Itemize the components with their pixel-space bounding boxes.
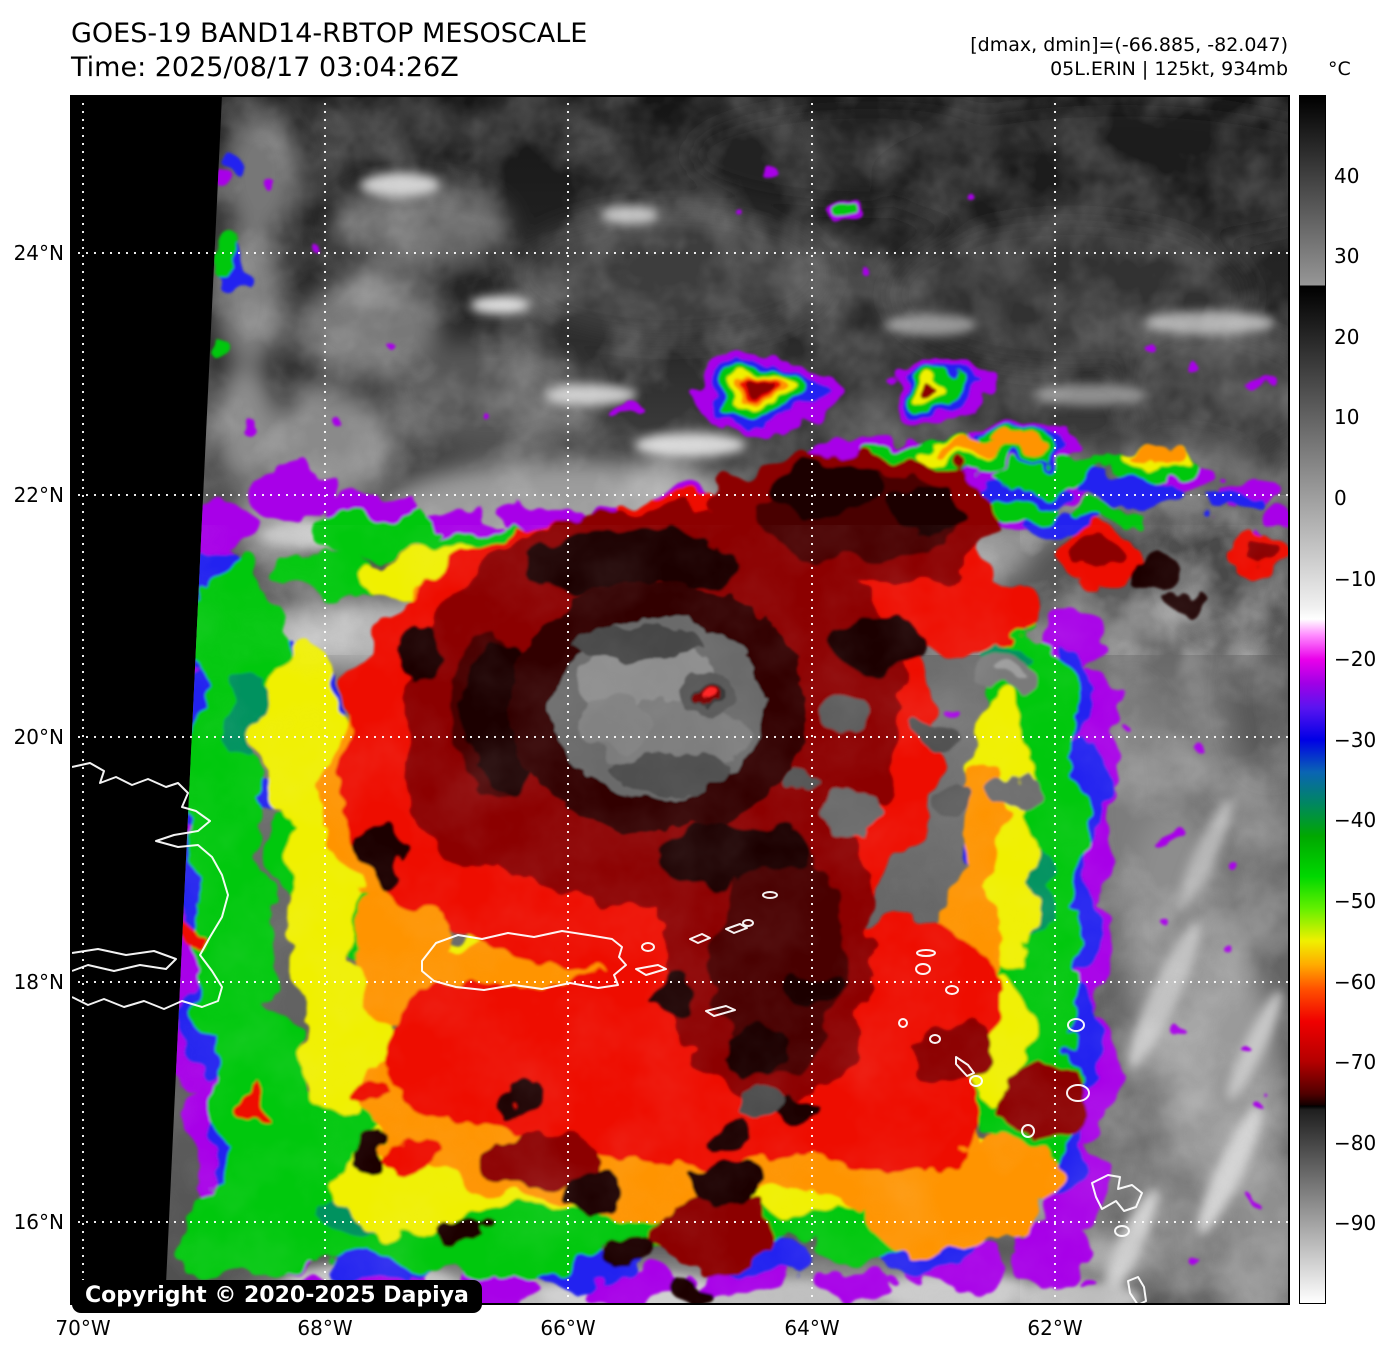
colorbar-tick-label: −90 — [1334, 1211, 1377, 1236]
guadeloupe-island — [1091, 1174, 1143, 1212]
lat-tick-label: 22°N — [13, 483, 64, 507]
storm-info-label: 05L.ERIN | 125kt, 934mb — [1050, 58, 1288, 80]
coastlines — [71, 762, 1147, 1306]
st-martin-island — [915, 963, 931, 975]
colorbar-tick-label: −60 — [1334, 969, 1377, 994]
copyright-badge: Copyright © 2020-2025 Dapiya — [72, 1280, 482, 1313]
graticule-gridlines — [70, 95, 1290, 1305]
colorbar-tick-label: −30 — [1334, 727, 1377, 752]
lon-tick-label: 66°W — [540, 1316, 596, 1340]
colorbar-tick-label: −50 — [1334, 889, 1377, 913]
antigua-island — [1066, 1084, 1090, 1102]
lat-tick-label: 16°N — [13, 1210, 64, 1234]
anguilla-island — [916, 949, 936, 957]
colorbar-tick-label: 0 — [1334, 486, 1347, 510]
marie-galante-island — [1114, 1225, 1130, 1237]
lat-tick-label: 18°N — [13, 970, 64, 994]
culebra-island — [641, 942, 655, 952]
lon-tick-label: 70°W — [55, 1316, 111, 1340]
colorbar-unit-label: °C — [1328, 58, 1351, 80]
st-barth-island — [945, 985, 959, 995]
saba-island — [898, 1018, 908, 1028]
colorbar-tick-label: 10 — [1334, 405, 1360, 430]
satellite-image — [70, 95, 1290, 1306]
colorbar-tick-label: −40 — [1334, 808, 1377, 833]
lon-tick-label: 68°W — [297, 1316, 353, 1340]
montserrat-island — [1021, 1124, 1035, 1138]
anegada-island — [762, 891, 778, 899]
colorbar-tick-label: −10 — [1334, 566, 1377, 591]
virgin-gorda-island — [742, 919, 754, 927]
haiti-peninsula-coastline — [71, 948, 177, 972]
dominica-island — [1127, 1276, 1147, 1306]
colorbar — [1299, 95, 1326, 1304]
hispaniola-coastline — [71, 762, 229, 1010]
colorbar-tick-label: 40 — [1334, 163, 1360, 188]
st-croix-island — [705, 1005, 736, 1017]
timestamp-label: Time: 2025/08/17 03:04:26Z — [71, 52, 459, 83]
colorbar-tick-label: 30 — [1334, 244, 1360, 269]
colorbar-tick-label: −20 — [1334, 647, 1377, 672]
colorbar-tick-label: −80 — [1334, 1130, 1377, 1155]
lat-tick-label: 24°N — [13, 241, 64, 265]
colorbar-tick-label: −70 — [1334, 1050, 1377, 1075]
vieques-island — [635, 964, 667, 976]
st-thomas-island — [689, 933, 711, 944]
st-kitts-island — [955, 1056, 975, 1077]
barbuda-island — [1067, 1018, 1085, 1032]
st-eustatius-island — [929, 1034, 941, 1044]
puerto-rico-coastline — [421, 930, 627, 991]
lat-tick-label: 20°N — [13, 725, 64, 749]
page-title: GOES-19 BAND14-RBTOP MESOSCALE — [71, 18, 588, 49]
map-canvas — [70, 95, 1290, 1306]
nevis-island — [969, 1075, 983, 1087]
colorbar-tick-label: 20 — [1334, 324, 1360, 349]
lon-tick-label: 64°W — [784, 1316, 840, 1340]
lon-tick-label: 62°W — [1027, 1316, 1083, 1340]
tortola-island — [725, 923, 748, 934]
map-frame — [70, 95, 1290, 1305]
dmax-dmin-label: [dmax, dmin]=(-66.885, -82.047) — [970, 34, 1288, 56]
